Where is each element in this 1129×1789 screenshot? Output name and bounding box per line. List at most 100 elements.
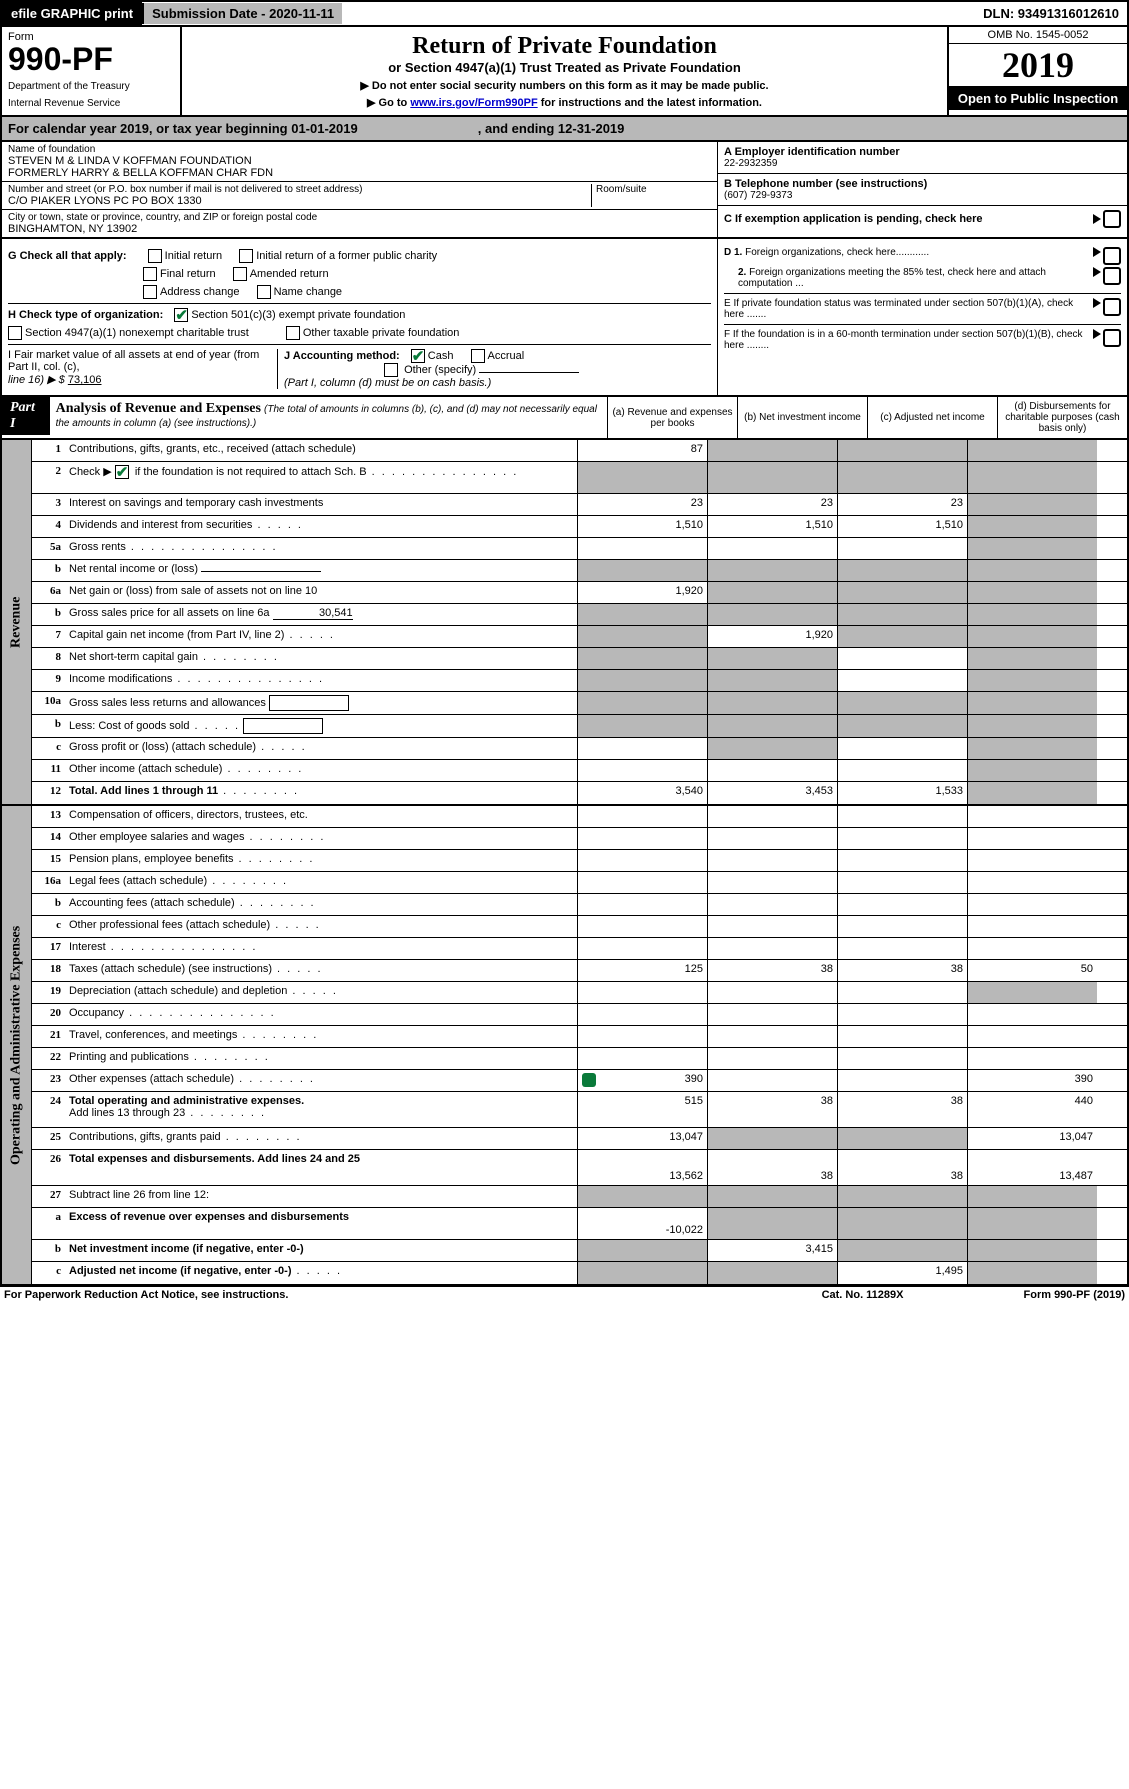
cell-d: [967, 462, 1097, 493]
footer-left: For Paperwork Reduction Act Notice, see …: [4, 1289, 822, 1301]
cell-d: [967, 1262, 1097, 1284]
cell-c: [837, 1048, 967, 1069]
d1-checkbox[interactable]: [1103, 247, 1121, 265]
j-cash-checkbox[interactable]: [411, 349, 425, 363]
cell-a: [577, 715, 707, 737]
g-initial-checkbox[interactable]: [148, 249, 162, 263]
phone-value: (607) 729-9373: [724, 190, 1121, 201]
exemption-checkbox[interactable]: [1103, 210, 1121, 228]
name-label: Name of foundation: [8, 144, 711, 155]
cell-d: [967, 1004, 1097, 1025]
row-label: Contributions, gifts, grants, etc., rece…: [67, 440, 577, 461]
cell-d: [967, 440, 1097, 461]
cell-a: [577, 760, 707, 781]
h-other-checkbox[interactable]: [286, 326, 300, 340]
addr-label: Number and street (or P.O. box number if…: [8, 184, 591, 195]
cell-d: [967, 538, 1097, 559]
cell-b: [707, 828, 837, 849]
addr-value: C/O PIAKER LYONS PC PO BOX 1330: [8, 195, 591, 207]
cell-c: 23: [837, 494, 967, 515]
cell-b: [707, 894, 837, 915]
row-label: Interest: [67, 938, 577, 959]
phone-row: B Telephone number (see instructions) (6…: [718, 174, 1127, 206]
cell-d: [967, 872, 1097, 893]
row-label: Taxes (attach schedule) (see instruction…: [67, 960, 577, 981]
g-row2: Final return Amended return: [8, 267, 711, 281]
row-label: Contributions, gifts, grants paid: [67, 1128, 577, 1149]
irs-link[interactable]: www.irs.gov/Form990PF: [410, 97, 537, 109]
cell-a: [577, 1240, 707, 1261]
cell-a: [577, 828, 707, 849]
checks-left: G Check all that apply: Initial return I…: [2, 239, 717, 395]
row-num: 5a: [32, 538, 67, 559]
row-label: Total expenses and disbursements. Add li…: [67, 1150, 577, 1185]
cell-d: [967, 1240, 1097, 1261]
h-row: H Check type of organization: Section 50…: [8, 303, 711, 322]
e-checkbox[interactable]: [1103, 298, 1121, 316]
g-final-checkbox[interactable]: [143, 267, 157, 281]
row-num: 20: [32, 1004, 67, 1025]
cell-c: [837, 982, 967, 1003]
d2-checkbox[interactable]: [1103, 267, 1121, 285]
row-label: Gross sales price for all assets on line…: [67, 604, 577, 625]
arrow-icon: [1093, 298, 1101, 308]
row-label: Interest on savings and temporary cash i…: [67, 494, 577, 515]
cell-b: 23: [707, 494, 837, 515]
cell-d: [967, 1186, 1097, 1207]
row-label: Check ▶ if the foundation is not require…: [67, 462, 577, 493]
cell-c: 1,533: [837, 782, 967, 804]
part1-header: Part I Analysis of Revenue and Expenses …: [0, 397, 1129, 440]
cell-d: [967, 494, 1097, 515]
cell-a: [577, 872, 707, 893]
topbar: efile GRAPHIC print Submission Date - 20…: [0, 0, 1129, 27]
j-accrual-checkbox[interactable]: [471, 349, 485, 363]
cell-b: [707, 648, 837, 669]
f-checkbox[interactable]: [1103, 329, 1121, 347]
cell-a: 390: [577, 1070, 707, 1091]
h-501c3-checkbox[interactable]: [174, 308, 188, 322]
j-other-checkbox[interactable]: [384, 363, 398, 377]
cell-b: [707, 1070, 837, 1091]
attachment-icon[interactable]: [582, 1073, 596, 1087]
i-text2: line 16) ▶ $: [8, 374, 68, 386]
cell-c: [837, 462, 967, 493]
cell-a: 13,562: [577, 1150, 707, 1185]
efile-print-button[interactable]: efile GRAPHIC print: [2, 2, 142, 25]
col-a-header: (a) Revenue and expenses per books: [607, 397, 737, 438]
d1-text: Foreign organizations, check here.......…: [745, 247, 929, 258]
g-name-checkbox[interactable]: [257, 285, 271, 299]
g3: Final return: [160, 268, 216, 280]
g-amended-checkbox[interactable]: [233, 267, 247, 281]
cell-a: [577, 850, 707, 871]
row-num: 21: [32, 1026, 67, 1047]
cell-c: [837, 582, 967, 603]
cell-c: [837, 715, 967, 737]
footer-center: Cat. No. 11289X: [822, 1289, 904, 1301]
cell-d: [967, 806, 1097, 827]
omb-number: OMB No. 1545-0052: [949, 27, 1127, 44]
cell-c: [837, 872, 967, 893]
cell-c: [837, 670, 967, 691]
goto-pre: ▶ Go to: [367, 97, 410, 109]
cell-d: [967, 738, 1097, 759]
h1: Section 501(c)(3) exempt private foundat…: [191, 309, 405, 321]
g-address-checkbox[interactable]: [143, 285, 157, 299]
row-label: Excess of revenue over expenses and disb…: [67, 1208, 577, 1239]
d2-row: 2. Foreign organizations meeting the 85%…: [724, 267, 1121, 289]
schb-checkbox[interactable]: [115, 465, 129, 479]
open-public: Open to Public Inspection: [949, 87, 1127, 110]
cell-a: 125: [577, 960, 707, 981]
row-num: c: [32, 738, 67, 759]
cell-b: [707, 806, 837, 827]
g-former-checkbox[interactable]: [239, 249, 253, 263]
h-4947-checkbox[interactable]: [8, 326, 22, 340]
cell-b: 3,453: [707, 782, 837, 804]
header-right: OMB No. 1545-0052 2019 Open to Public In…: [947, 27, 1127, 115]
h3: Other taxable private foundation: [303, 327, 460, 339]
cell-a: [577, 538, 707, 559]
cell-b: [707, 715, 837, 737]
cell-d: [967, 648, 1097, 669]
footer-right: Form 990-PF (2019): [1024, 1289, 1126, 1301]
checks-right: D 1. Foreign organizations, check here..…: [717, 239, 1127, 395]
row-num: c: [32, 916, 67, 937]
